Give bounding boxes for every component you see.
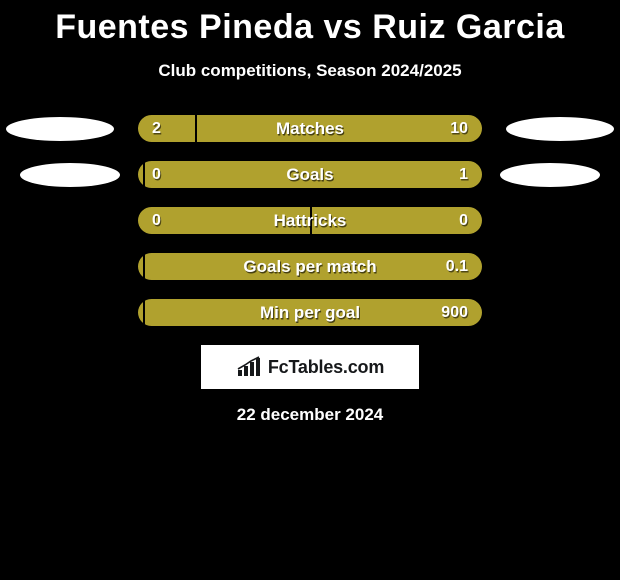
stat-bar: Matches210 — [138, 115, 482, 142]
stat-row: Goals01 — [0, 161, 620, 188]
stat-bar-left — [138, 115, 195, 142]
brand-box: FcTables.com — [201, 345, 419, 389]
bars-chart-icon — [236, 356, 262, 378]
stat-bar: Hattricks00 — [138, 207, 482, 234]
player-photo-right — [506, 117, 614, 141]
comparison-card: Fuentes Pineda vs Ruiz Garcia Club compe… — [0, 0, 620, 580]
stat-bar-right — [197, 115, 482, 142]
stat-bar: Goals per match0.1 — [138, 253, 482, 280]
stat-rows: Matches210 Goals01 Hattricks00 Goals per ma… — [0, 115, 620, 326]
stat-bar: Goals01 — [138, 161, 482, 188]
stat-bar-right — [312, 207, 482, 234]
stat-row: Matches210 — [0, 115, 620, 142]
stat-bar-left — [138, 207, 310, 234]
stat-bar-right — [145, 161, 482, 188]
subtitle: Club competitions, Season 2024/2025 — [0, 61, 620, 81]
brand-text: FcTables.com — [268, 357, 384, 378]
stat-row: Hattricks00 — [0, 207, 620, 234]
stat-bar: Min per goal900 — [138, 299, 482, 326]
stat-bar-right — [145, 299, 482, 326]
player-photo-left — [6, 117, 114, 141]
stat-row: Goals per match0.1 — [0, 253, 620, 280]
stat-bar-right — [145, 253, 482, 280]
stat-row: Min per goal900 — [0, 299, 620, 326]
player-photo-right — [500, 163, 600, 187]
date-footer: 22 december 2024 — [0, 405, 620, 425]
page-title: Fuentes Pineda vs Ruiz Garcia — [0, 8, 620, 47]
player-photo-left — [20, 163, 120, 187]
